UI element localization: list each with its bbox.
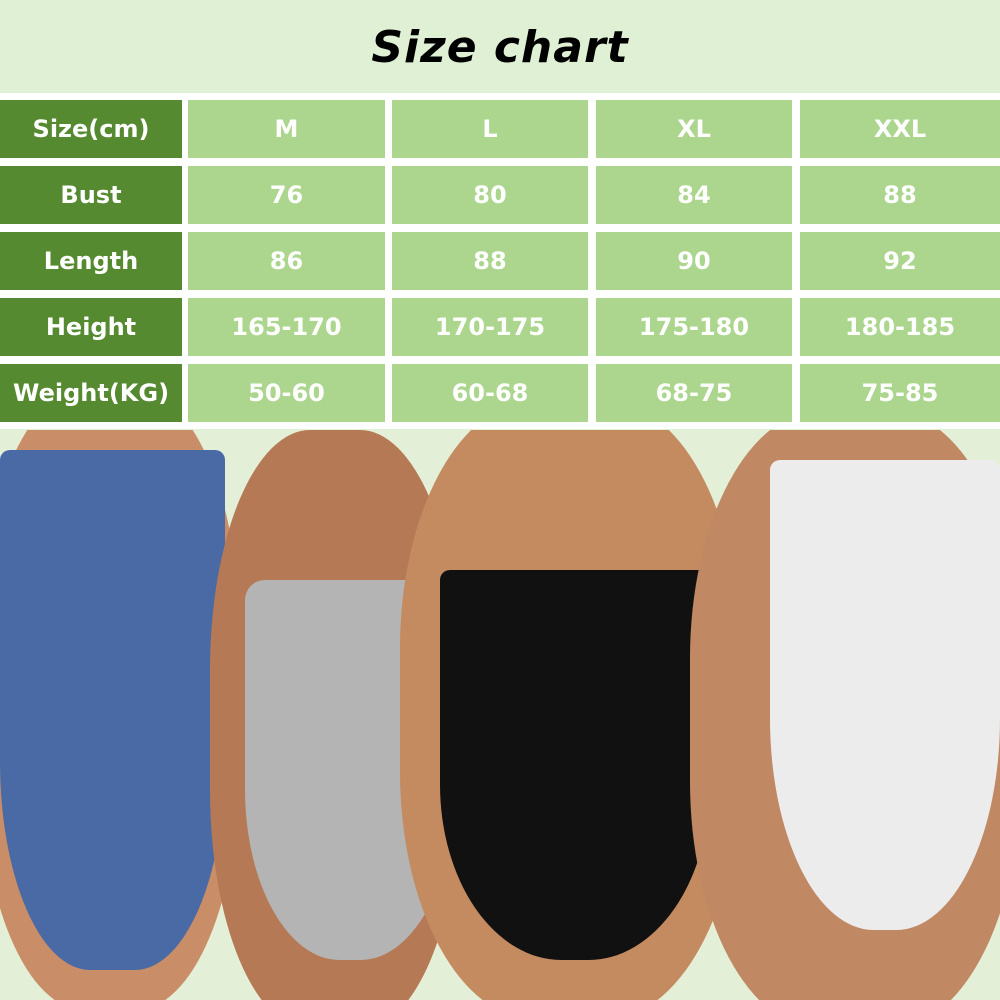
table-cell: 92 [800, 232, 1000, 290]
table-cell: 165-170 [188, 298, 385, 356]
size-table: Size(cm) M L XL XXL Bust 76 80 84 88 Length 86 88 90 9… [0, 93, 1000, 429]
table-cell: 88 [800, 166, 1000, 224]
bodysuit-blue [0, 450, 225, 970]
product-photo [0, 430, 1000, 1000]
table-cell: 180-185 [800, 298, 1000, 356]
row-label: Size(cm) [0, 100, 182, 158]
table-cell: XL [596, 100, 792, 158]
row-label: Weight(KG) [0, 364, 182, 422]
table-cell: 175-180 [596, 298, 792, 356]
row-label: Length [0, 232, 182, 290]
table-cell: 60-68 [392, 364, 588, 422]
table-cell: 84 [596, 166, 792, 224]
row-label: Height [0, 298, 182, 356]
table-cell: 88 [392, 232, 588, 290]
table-cell: 86 [188, 232, 385, 290]
table-cell: 68-75 [596, 364, 792, 422]
table-cell: 75-85 [800, 364, 1000, 422]
bodysuit-white [770, 460, 1000, 930]
table-cell: 90 [596, 232, 792, 290]
table-cell: 170-175 [392, 298, 588, 356]
table-cell: 76 [188, 166, 385, 224]
table-cell: 80 [392, 166, 588, 224]
row-label: Bust [0, 166, 182, 224]
page-title: Size chart [371, 22, 629, 73]
table-cell: L [392, 100, 588, 158]
table-cell: XXL [800, 100, 1000, 158]
bodysuit-black [440, 570, 710, 960]
table-cell: M [188, 100, 385, 158]
table-cell: 50-60 [188, 364, 385, 422]
